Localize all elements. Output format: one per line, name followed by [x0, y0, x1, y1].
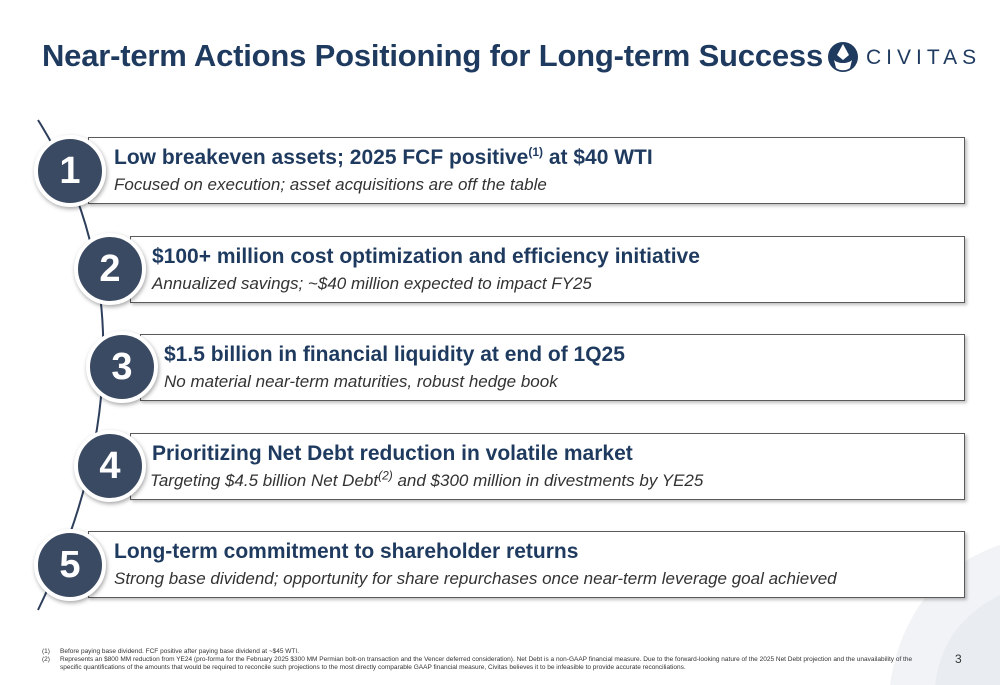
step-badge-3: 3	[86, 331, 158, 403]
action-box-2	[130, 236, 965, 303]
step-badge-2: 2	[74, 233, 146, 305]
footnote-1-marker: (1)	[42, 648, 50, 655]
civitas-logo: CIVITAS	[826, 40, 976, 74]
action-3-subtext: No material near-term maturities, robust…	[164, 372, 558, 391]
footnote-1-text: Before paying base dividend. FCF positiv…	[60, 648, 300, 655]
action-2-subtext: Annualized savings; ~$40 million expecte…	[152, 274, 592, 293]
footnotes: (1) Before paying base dividend. FCF pos…	[42, 648, 922, 672]
civitas-logo-icon	[828, 42, 858, 72]
action-3-heading: $1.5 billion in financial liquidity at e…	[164, 343, 625, 366]
footnote-2-marker: (2)	[42, 656, 50, 663]
action-4-heading: Prioritizing Net Debt reduction in volat…	[152, 442, 633, 465]
action-5-subtext: Strong base dividend; opportunity for sh…	[114, 569, 837, 588]
watermark-graphic	[890, 545, 1000, 685]
action-2-heading: $100+ million cost optimization and effi…	[152, 245, 700, 268]
step-badge-5: 5	[34, 529, 106, 601]
action-4-subtext: Targeting $4.5 billion Net Debt(2) and $…	[150, 468, 704, 490]
page-number: 3	[955, 652, 962, 666]
action-box-5	[88, 531, 965, 598]
action-5-heading: Long-term commitment to shareholder retu…	[114, 540, 579, 563]
footnote-2-text: Represents an $800 MM reduction from YE2…	[60, 656, 913, 671]
action-1-subtext: Focused on execution; asset acquisitions…	[114, 175, 547, 194]
step-badge-4: 4	[74, 430, 146, 502]
footnote-2: (2) Represents an $800 MM reduction from…	[42, 656, 922, 672]
footnote-1: (1) Before paying base dividend. FCF pos…	[42, 648, 922, 656]
action-box-3	[140, 334, 965, 401]
civitas-logo-text: CIVITAS	[866, 46, 982, 69]
action-box-4	[130, 433, 965, 500]
action-1-heading: Low breakeven assets; 2025 FCF positive(…	[114, 145, 653, 169]
action-box-1	[88, 137, 965, 204]
step-badge-1: 1	[34, 135, 106, 207]
page-title: Near-term Actions Positioning for Long-t…	[42, 38, 823, 73]
